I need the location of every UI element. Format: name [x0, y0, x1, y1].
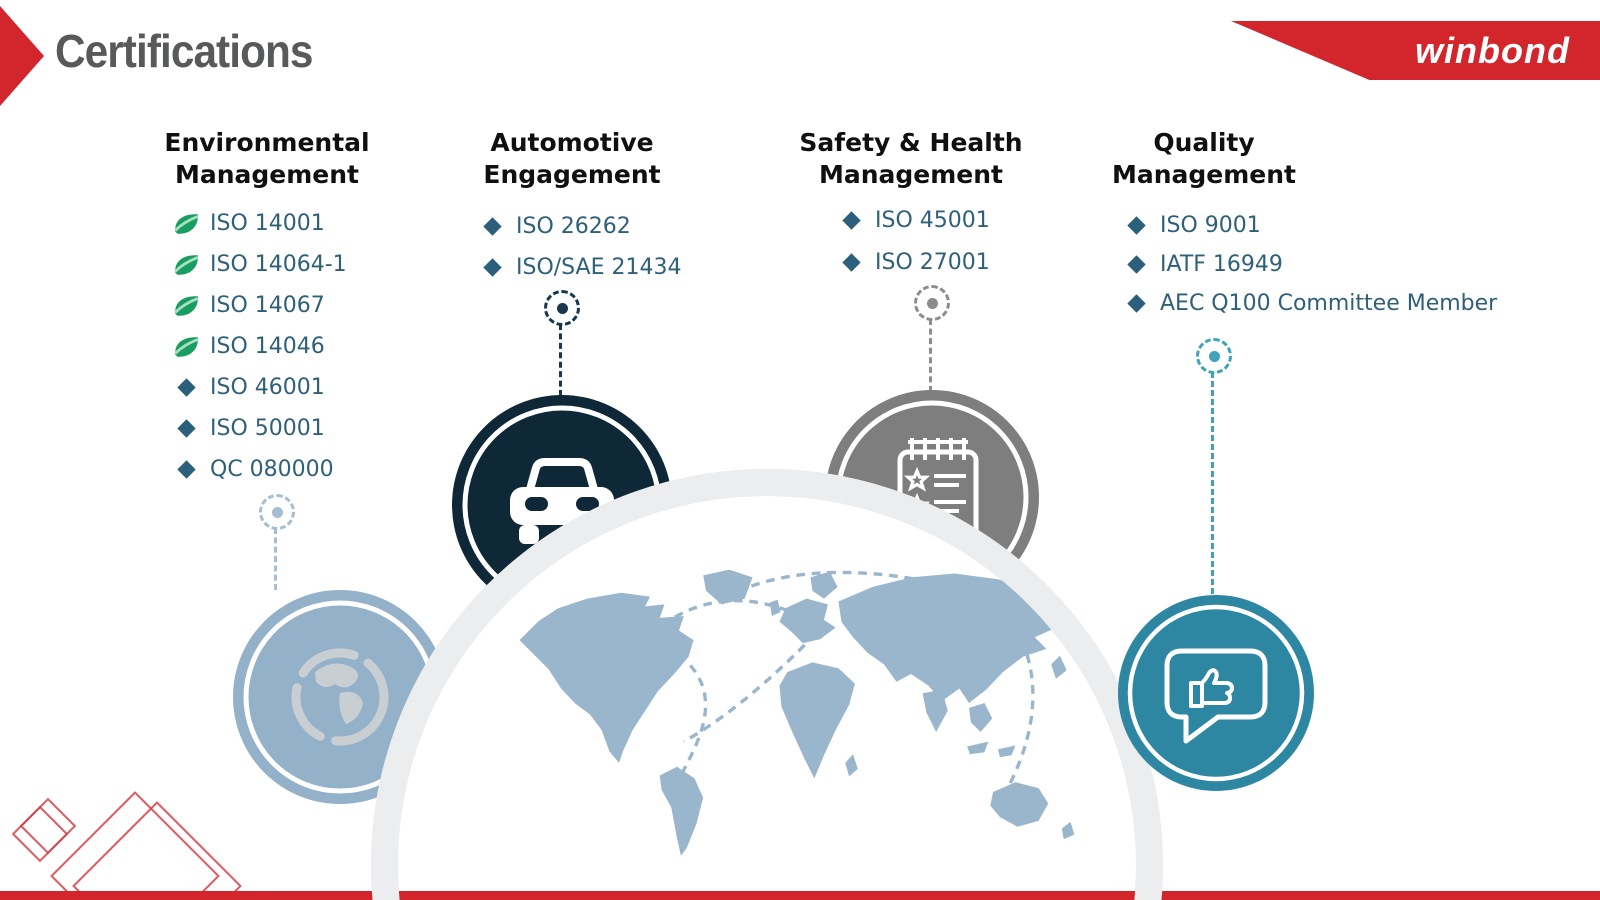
cert-item-label: ISO 26262: [516, 214, 631, 239]
list-item: QC 080000: [170, 449, 347, 490]
list-item: ISO 14001: [170, 203, 347, 244]
list-item: ISO 45001: [835, 199, 990, 241]
cert-list-automotive: ISO 26262 ISO/SAE 21434: [476, 206, 681, 288]
cert-item-label: AEC Q100 Committee Member: [1160, 291, 1498, 316]
cert-item-label: QC 080000: [210, 457, 334, 482]
winbond-logo-text: winbond: [1415, 29, 1570, 71]
connector-line-safety-health: [929, 319, 932, 392]
diamond-bullet-icon: [476, 217, 508, 236]
leaf-icon: [170, 292, 202, 320]
list-item: AEC Q100 Committee Member: [1120, 284, 1497, 323]
cert-item-label: ISO 27001: [875, 249, 990, 275]
list-item: ISO 14046: [170, 326, 347, 367]
cert-item-label: ISO 50001: [210, 416, 325, 441]
leaf-icon: [170, 210, 202, 238]
page-title: Certifications: [55, 25, 313, 77]
list-item: ISO 14064-1: [170, 244, 347, 285]
diamond-bullet-icon: [835, 252, 867, 272]
diamond-bullet-icon: [170, 460, 202, 479]
column-header-quality: Quality Management: [1111, 128, 1297, 189]
winbond-logo-banner: winbond: [1231, 21, 1600, 80]
list-item: IATF 16949: [1120, 245, 1497, 284]
column-header-environmental: Environmental Management: [164, 128, 370, 189]
corner-arrow-decoration: [0, 6, 44, 106]
cert-item-label: ISO 46001: [210, 375, 325, 400]
diamond-bullet-icon: [1120, 216, 1152, 235]
cert-list-quality: ISO 9001 IATF 16949 AEC Q100 Committee M…: [1120, 206, 1497, 323]
connector-target-environmental: [259, 494, 295, 530]
diamond-bullet-icon: [1120, 255, 1152, 274]
cert-item-label: ISO 14001: [210, 211, 325, 236]
cert-item-label: IATF 16949: [1160, 252, 1283, 277]
cert-item-label: ISO 14067: [210, 293, 325, 318]
cert-item-label: ISO 9001: [1160, 213, 1261, 238]
column-header-safety-health: Safety & Health Management: [799, 128, 1023, 189]
connector-target-automotive: [544, 290, 580, 326]
list-item: ISO 46001: [170, 367, 347, 408]
leaf-icon: [170, 333, 202, 361]
connector-line-automotive: [559, 324, 562, 396]
list-item: ISO 27001: [835, 241, 990, 283]
list-item: ISO/SAE 21434: [476, 247, 681, 288]
diamond-bullet-icon: [1120, 294, 1152, 313]
diamond-bullet-icon: [835, 210, 867, 230]
connector-line-environmental: [274, 528, 277, 590]
diamond-bullet-icon: [170, 378, 202, 397]
connector-line-quality: [1211, 372, 1214, 594]
leaf-icon: [170, 251, 202, 279]
cert-item-label: ISO 14046: [210, 334, 325, 359]
list-item: ISO 14067: [170, 285, 347, 326]
list-item: ISO 26262: [476, 206, 681, 247]
thumbs-up-icon: [1118, 595, 1314, 791]
list-item: ISO 9001: [1120, 206, 1497, 245]
connector-target-quality: [1196, 338, 1232, 374]
diamond-bullet-icon: [170, 419, 202, 438]
column-header-automotive: Automotive Engagement: [483, 128, 661, 189]
cert-list-environmental: ISO 14001 ISO 14064-1 ISO 14067 ISO 1404…: [170, 203, 347, 490]
list-item: ISO 50001: [170, 408, 347, 449]
cert-item-label: ISO/SAE 21434: [516, 255, 682, 280]
cert-item-label: ISO 45001: [875, 207, 990, 233]
cert-item-label: ISO 14064-1: [210, 252, 347, 277]
cert-list-safety-health: ISO 45001 ISO 27001: [835, 199, 990, 283]
connector-target-safety-health: [914, 285, 950, 321]
diamond-bullet-icon: [476, 258, 508, 277]
